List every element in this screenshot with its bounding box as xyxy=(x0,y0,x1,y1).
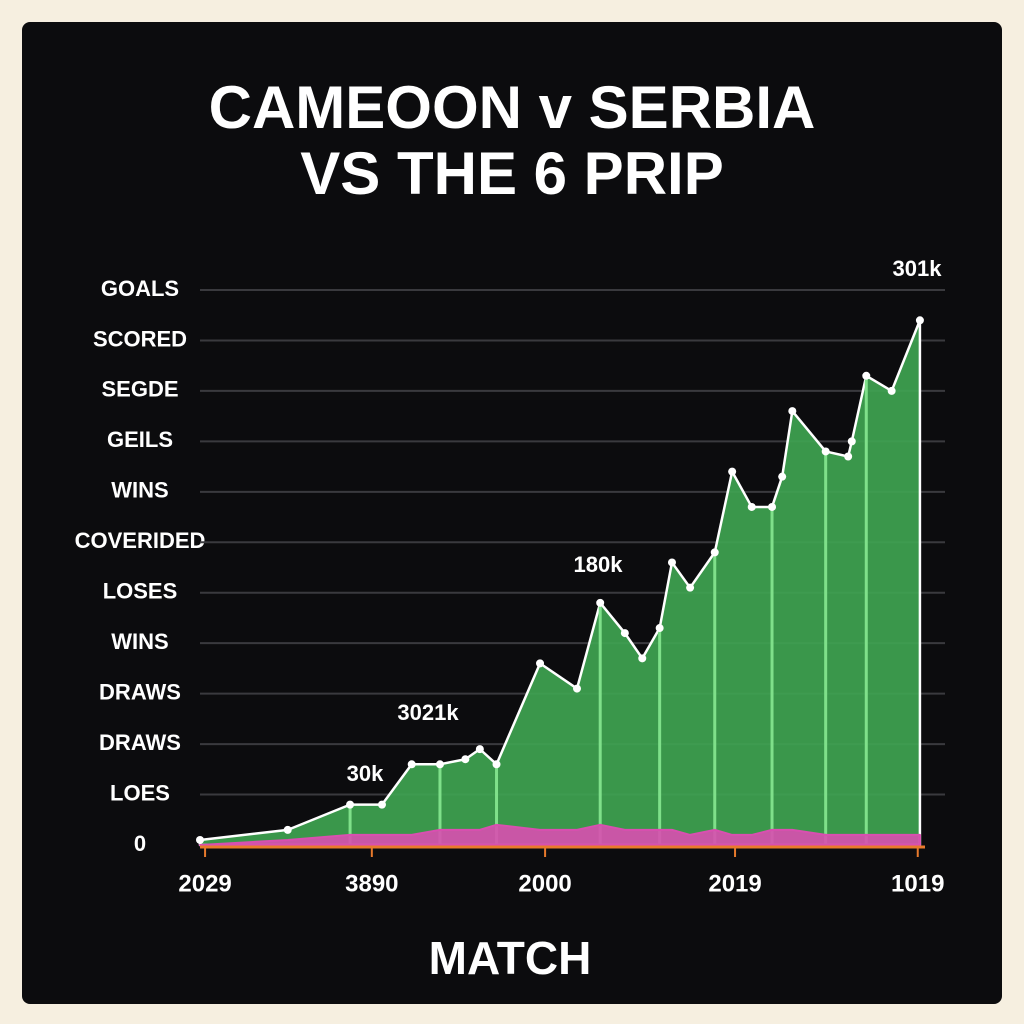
marker xyxy=(768,502,777,511)
marker xyxy=(847,437,856,446)
y-tick-label: SEGDE xyxy=(101,377,178,402)
y-tick-label: WINS xyxy=(111,478,168,503)
annotation: 3021k xyxy=(397,700,459,725)
annotation: 180k xyxy=(574,552,624,577)
area xyxy=(199,823,921,846)
annotation: 30k xyxy=(347,761,384,786)
marker xyxy=(283,825,292,834)
x-tick-label: 1019 xyxy=(891,870,944,897)
marker xyxy=(667,558,676,567)
marker xyxy=(655,624,664,633)
marker xyxy=(461,755,470,764)
y-tick-label: 0 xyxy=(134,831,146,856)
marker xyxy=(638,654,647,663)
y-tick-label: GEILS xyxy=(107,427,173,452)
marker xyxy=(377,800,386,809)
chart-title: VS THE 6 PRIP xyxy=(300,140,723,207)
marker xyxy=(915,316,924,325)
marker xyxy=(778,472,787,481)
y-tick-label: WINS xyxy=(111,629,168,654)
y-tick-label: COVERIDED xyxy=(75,528,206,553)
marker xyxy=(788,407,797,416)
marker xyxy=(844,452,853,461)
marker xyxy=(686,583,695,592)
y-tick-label: SCORED xyxy=(93,326,187,351)
marker xyxy=(346,800,355,809)
marker xyxy=(862,371,871,380)
chart-title: CAMEOON v SERBIA xyxy=(209,74,816,141)
marker xyxy=(475,745,484,754)
marker xyxy=(407,760,416,769)
x-axis-label: MATCH xyxy=(429,932,592,984)
marker xyxy=(887,386,896,395)
marker xyxy=(710,548,719,557)
y-tick-label: GOALS xyxy=(101,276,179,301)
y-tick-label: LOES xyxy=(110,780,170,805)
annotation: 301k xyxy=(893,256,943,281)
y-tick-label: DRAWS xyxy=(99,730,181,755)
marker xyxy=(492,760,501,769)
marker xyxy=(596,598,605,607)
marker xyxy=(536,659,545,668)
y-tick-label: DRAWS xyxy=(99,679,181,704)
marker xyxy=(821,447,830,456)
marker xyxy=(573,684,581,693)
marker xyxy=(620,629,629,638)
marker xyxy=(747,502,756,511)
marker xyxy=(196,835,204,844)
x-tick-label: 2019 xyxy=(708,870,761,897)
x-tick-label: 2029 xyxy=(178,870,231,897)
y-tick-label: LOSES xyxy=(103,579,178,604)
x-tick-label: 3890 xyxy=(345,870,398,897)
x-tick-label: 2000 xyxy=(518,870,571,897)
marker xyxy=(728,467,737,476)
marker xyxy=(435,760,444,769)
